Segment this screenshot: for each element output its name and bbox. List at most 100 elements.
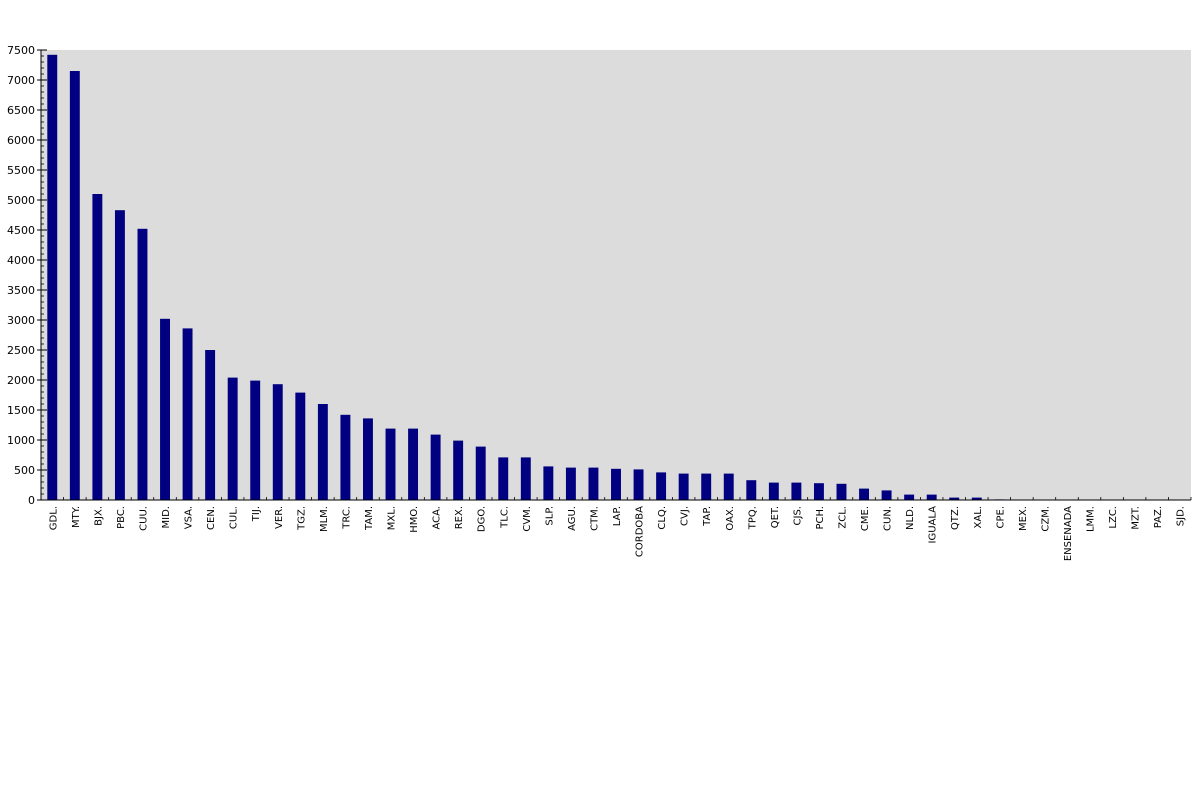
x-tick-label: TPQ. xyxy=(747,506,758,530)
x-tick-label: MXL. xyxy=(387,506,398,530)
x-tick-label: TIJ. xyxy=(251,506,262,522)
bars-group xyxy=(47,54,1005,501)
bar-tpq xyxy=(746,480,757,500)
y-tick-label: 3000 xyxy=(7,314,35,327)
x-tick-label: ENSENADA xyxy=(1063,506,1074,561)
x-tick-label: MID. xyxy=(161,506,172,528)
y-tick-label: 1500 xyxy=(7,404,35,417)
bar-oax xyxy=(723,473,734,500)
bar-tij xyxy=(250,380,261,500)
x-tick-label: CVJ. xyxy=(680,506,691,526)
x-tick-label: CLQ. xyxy=(657,506,668,530)
bar-mty xyxy=(69,71,80,500)
bar-xal xyxy=(971,497,982,500)
bar-tgz xyxy=(295,392,306,500)
bar-dgo xyxy=(475,446,486,500)
bar-trc xyxy=(340,414,351,500)
x-tick-label: CPE. xyxy=(995,506,1006,529)
x-tick-label: XAL. xyxy=(973,506,984,528)
x-tick-label: BJX. xyxy=(93,506,104,526)
x-tick-label: CUL. xyxy=(229,506,240,529)
x-tick-label: QTZ. xyxy=(950,506,961,530)
y-tick-label: 5500 xyxy=(7,164,35,177)
bar-cvj xyxy=(678,473,689,500)
x-tick-label: REX. xyxy=(454,506,465,529)
x-tick-label: SLP. xyxy=(544,506,555,526)
x-tick-label: GDL. xyxy=(48,506,59,530)
bar-tap xyxy=(701,473,712,500)
x-tick-label: CORDOBA xyxy=(635,506,646,557)
bar-nld xyxy=(904,494,915,500)
y-tick-label: 7000 xyxy=(7,74,35,87)
bar-rex xyxy=(453,440,464,500)
y-tick-label: 0 xyxy=(28,494,35,507)
x-tick-label: QET. xyxy=(770,506,781,528)
x-tick-label: OAX. xyxy=(725,506,736,531)
y-tick-label: 4500 xyxy=(7,224,35,237)
x-tick-label: AGU. xyxy=(567,506,578,531)
bar-pbc xyxy=(114,210,125,500)
bar-hmo xyxy=(408,428,419,500)
bar-qtz xyxy=(949,497,960,500)
x-tick-label: TRC. xyxy=(341,506,352,530)
x-tick-label: CJS. xyxy=(792,506,803,525)
y-axis-ticks: 0 500 1000 1500 2000 2500 3000 3500 4000 4500 5000… xyxy=(7,44,47,507)
x-tick-label: ACA. xyxy=(432,506,443,530)
y-tick-label: 3500 xyxy=(7,284,35,297)
x-axis-labels: GDL. MTY. BJX. PBC. CUU. MID. VSA. CEN. CUL. TIJ.… xyxy=(48,506,1186,561)
x-tick-label: CVM. xyxy=(522,506,533,532)
bar-slp xyxy=(543,466,554,500)
x-tick-label: CUN. xyxy=(883,506,894,531)
x-tick-label: HMO. xyxy=(409,506,420,533)
x-tick-label: CZM. xyxy=(1040,506,1051,532)
y-tick-label: 7500 xyxy=(7,44,35,57)
bar-tam xyxy=(363,418,373,500)
x-tick-label: LMM. xyxy=(1086,506,1097,532)
bar-cjs xyxy=(791,482,802,500)
x-tick-label: LZC. xyxy=(1108,506,1119,529)
y-tick-label: 6000 xyxy=(7,134,35,147)
x-tick-label: VSA. xyxy=(184,506,195,529)
x-tick-label: MLM. xyxy=(319,506,330,532)
bar-cen xyxy=(205,350,216,500)
x-tick-label: TLC. xyxy=(499,506,510,529)
bar-pch xyxy=(813,483,824,500)
y-tick-label: 4000 xyxy=(7,254,35,267)
x-tick-label: PAZ. xyxy=(1153,506,1164,528)
x-tick-label: VER. xyxy=(274,506,285,529)
x-tick-label: ZCL. xyxy=(837,506,848,529)
bar-cordoba xyxy=(633,469,644,500)
bar-agu xyxy=(565,467,576,500)
bar-cuu xyxy=(137,228,148,501)
x-tick-label: LAP. xyxy=(612,506,623,526)
bar-aca xyxy=(430,434,441,500)
x-tick-label: CEN. xyxy=(206,506,217,530)
x-tick-label: IGUALA xyxy=(928,506,939,544)
bar-cun xyxy=(881,490,892,500)
x-tick-label: DGO. xyxy=(477,506,488,532)
bar-qet xyxy=(768,482,779,500)
y-tick-label: 6500 xyxy=(7,104,35,117)
bar-mid xyxy=(160,318,170,500)
bar-mlm xyxy=(317,404,328,500)
x-tick-label: TAM. xyxy=(364,506,375,531)
bar-lap xyxy=(611,468,621,500)
bar-zcl xyxy=(836,483,847,500)
x-tick-label: TGZ. xyxy=(296,506,307,531)
x-tick-label: MEX. xyxy=(1018,506,1029,531)
y-tick-label: 1000 xyxy=(7,434,35,447)
y-tick-label: 5000 xyxy=(7,194,35,207)
x-tick-label: TAP. xyxy=(702,506,713,527)
bar-clq xyxy=(656,472,667,500)
bar-cul xyxy=(227,377,238,500)
x-tick-label: PCH. xyxy=(815,506,826,530)
bar-vsa xyxy=(182,328,193,500)
bar-ctm xyxy=(588,467,599,500)
x-tick-label: MZT. xyxy=(1131,506,1142,530)
x-tick-label: NLD. xyxy=(905,506,916,530)
y-tick-label: 500 xyxy=(14,464,35,477)
bar-iguala xyxy=(926,494,937,500)
bar-gdl xyxy=(47,54,58,501)
x-tick-label: CTM. xyxy=(589,506,600,531)
